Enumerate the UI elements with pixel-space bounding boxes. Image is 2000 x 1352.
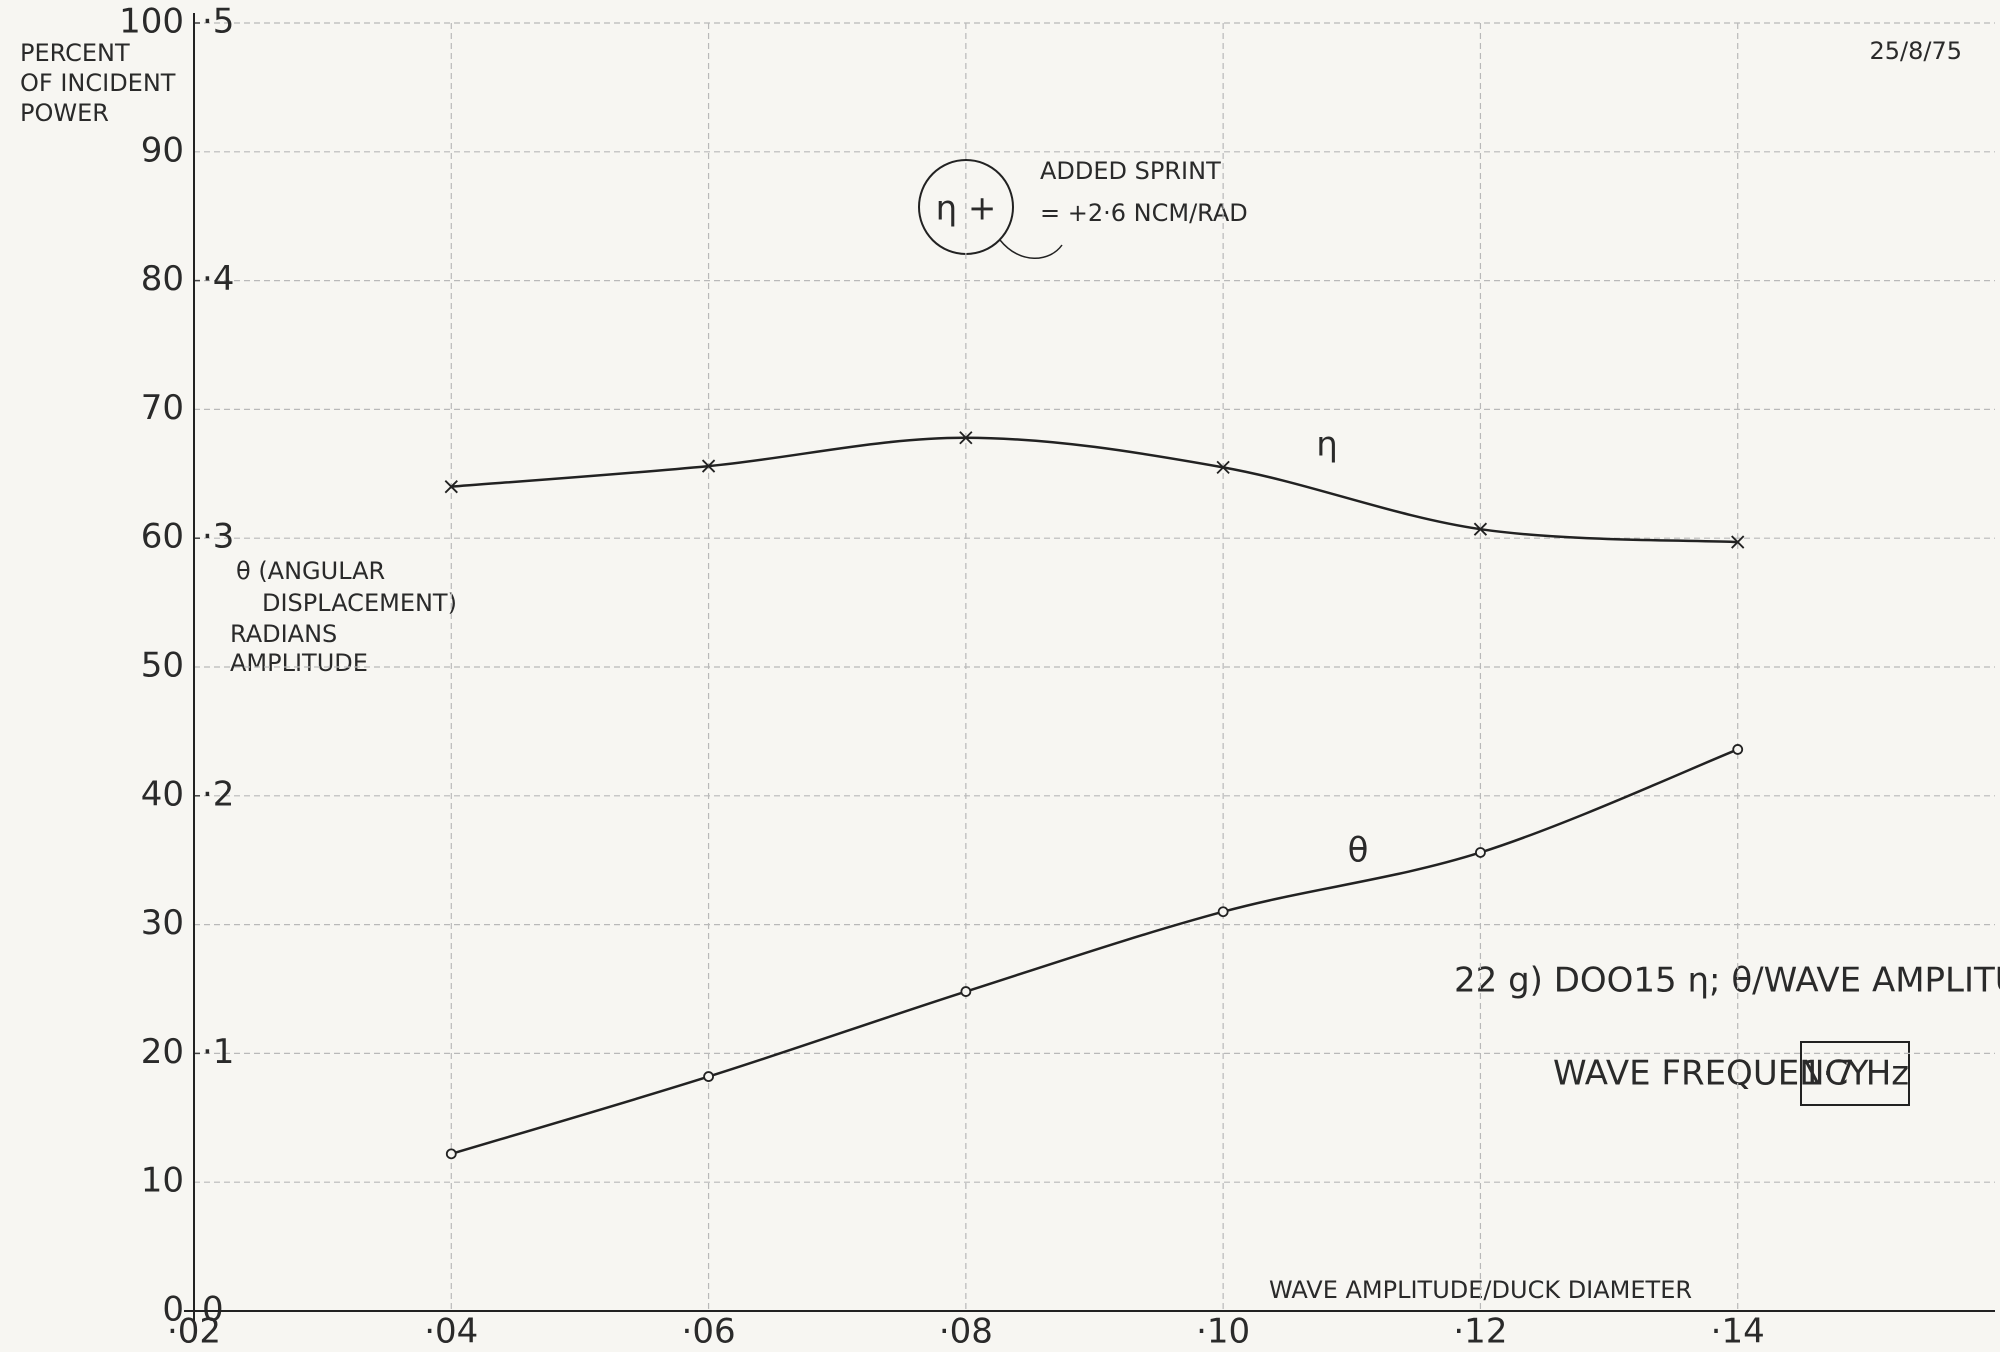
y-tick-label: 10	[141, 1161, 184, 1201]
x-tick-label: ·04	[424, 1312, 478, 1352]
y2-label-line: θ (ANGULAR	[236, 557, 385, 585]
date: 25/8/75	[1869, 37, 1962, 65]
x-axis-label: WAVE AMPLITUDE/DUCK DIAMETER	[1269, 1276, 1692, 1304]
y2-label-line: RADIANS	[230, 620, 337, 648]
y-tick-label: 90	[141, 130, 184, 170]
y-tick-label: 50	[141, 646, 184, 686]
marker-stroke	[444, 480, 458, 494]
y-tick-label: 80	[141, 259, 184, 299]
marker	[445, 1148, 457, 1160]
y2-tick-label: 0	[202, 1290, 224, 1330]
marker	[959, 431, 973, 445]
frequency: 1·7 Hz	[1801, 1054, 1909, 1094]
y2-label-line: DISPLACEMENT)	[262, 589, 457, 617]
y-label-line: PERCENT	[20, 39, 130, 67]
marker	[1473, 522, 1488, 536]
y2-label-line: AMPLITUDE	[230, 649, 368, 677]
y-tick-label: 40	[141, 774, 184, 814]
series-name: θ	[1348, 831, 1369, 871]
y2-tick-label: ·5	[202, 2, 234, 42]
y-label-line: OF INCIDENT	[20, 69, 176, 97]
x-tick-label: ·06	[682, 1312, 736, 1352]
y2-tick-label: ·4	[202, 259, 234, 299]
y-tick-label: 60	[141, 517, 184, 557]
marker	[960, 986, 972, 997]
marker-stroke	[1731, 535, 1745, 549]
y2-tick-label: ·2	[202, 774, 234, 814]
marker-stroke	[701, 459, 716, 473]
y-tick-label: 0	[162, 1290, 184, 1330]
marker-stroke	[959, 431, 973, 445]
x-tick-label: ·10	[1196, 1312, 1250, 1352]
marker	[1216, 460, 1230, 474]
spring-note: = +2·6 NCM/RAD	[1040, 199, 1248, 227]
marker	[703, 1071, 714, 1082]
spring-arrow	[999, 239, 1063, 259]
marker	[1732, 744, 1744, 755]
marker	[1475, 847, 1486, 858]
spring-note: ADDED SPRINT	[1040, 157, 1221, 185]
marker-stroke	[1216, 460, 1230, 474]
series-line	[451, 436, 1738, 544]
marker-stroke	[1473, 522, 1488, 536]
y-tick-label: 20	[141, 1032, 184, 1072]
y2-tick-label: ·1	[202, 1032, 234, 1072]
series-line	[450, 748, 1739, 1156]
x-tick-label: ·12	[1453, 1312, 1507, 1352]
frequency-box	[1800, 1041, 1910, 1106]
y-tick-label: 70	[141, 388, 184, 428]
x-tick-label: ·14	[1711, 1312, 1765, 1352]
y2-tick-label: ·3	[202, 517, 234, 557]
frequency-label: WAVE FREQUENCY	[1553, 1054, 1869, 1094]
x-tick-label: ·08	[939, 1312, 993, 1352]
marker	[1731, 535, 1745, 549]
marker	[444, 480, 458, 494]
y-label-line: POWER	[20, 99, 109, 127]
y-tick-label: 30	[141, 903, 184, 943]
marker	[1217, 906, 1229, 918]
marker	[701, 459, 716, 473]
y-tick-label: 100	[119, 2, 184, 42]
series-name: η	[1316, 425, 1338, 465]
caption: 22 g) DOO15 η; θ/WAVE AMPLITUDE	[1454, 961, 2000, 1001]
